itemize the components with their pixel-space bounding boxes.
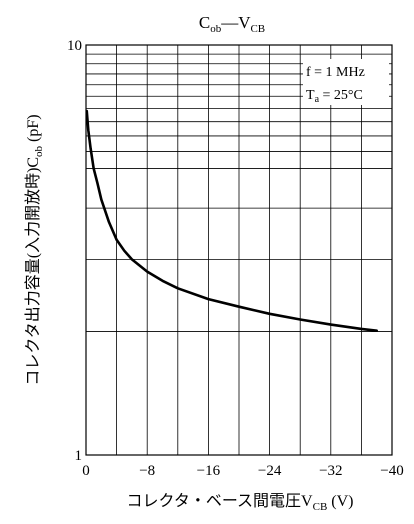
x-axis-label-var: V (301, 493, 313, 510)
y-tick-label: 1 (75, 448, 83, 464)
plot-frame (85, 44, 393, 456)
plot-grid (86, 45, 392, 455)
y-axis-label-var-sub: ob (33, 145, 45, 157)
x-axis-label-var-sub: CB (313, 501, 328, 513)
title-main-sub: ob (210, 23, 222, 35)
annotation-line2-var: T (306, 88, 315, 103)
y-axis-label-var: C (25, 157, 42, 168)
x-tick-label: −40 (380, 463, 403, 479)
title-main: C (199, 13, 210, 32)
y-axis-label: コレクタ出力容量(入力開放時)Cob (pF) (24, 114, 45, 385)
x-axis-label: コレクタ・ベース間電圧VCB (V) (126, 492, 353, 513)
x-tick-label: −8 (139, 463, 155, 479)
x-tick-label: 0 (82, 463, 90, 479)
x-tick-label: −32 (319, 463, 342, 479)
annotation-line1: f = 1 MHz (306, 65, 365, 80)
title-second: V (238, 13, 251, 32)
annotation-line2-rest: = 25°C (319, 88, 363, 103)
annotation-line2-sub: a (315, 94, 320, 105)
x-tick-labels: 0 −8 −16 −24 −32 −40 (82, 463, 403, 479)
x-tick-label: −24 (258, 463, 282, 479)
annotation-line2: Ta = 25°C (306, 88, 363, 105)
y-axis-label-unit: (pF) (25, 114, 42, 142)
title-sep: — (220, 13, 239, 32)
y-axis-label-text: コレクタ出力容量(入力開放時) (24, 168, 42, 386)
chart-title: Cob—VCB (199, 13, 265, 35)
x-axis-label-text: コレクタ・ベース間電圧 (126, 492, 301, 510)
y-tick-label: 10 (67, 38, 82, 54)
x-axis-label-unit: (V) (331, 493, 353, 510)
series-line (85, 109, 378, 332)
title-second-sub: CB (250, 23, 265, 35)
y-tick-labels: 10 1 (67, 38, 82, 464)
annotation-box (303, 59, 389, 105)
x-tick-label: −16 (197, 463, 221, 479)
